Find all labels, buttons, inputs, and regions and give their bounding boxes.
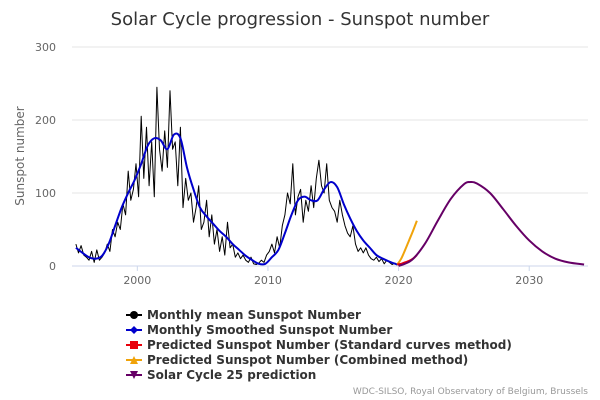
y-axis-ticks: 0 100 200 300: [35, 41, 56, 273]
y-tick-label: 100: [35, 187, 56, 200]
series-line-1[interactable]: [75, 132, 398, 266]
legend-item[interactable]: Monthly Smoothed Sunspot Number: [126, 323, 392, 337]
legend-item[interactable]: Predicted Sunspot Number (Combined metho…: [126, 353, 468, 367]
series-line-3[interactable]: [396, 220, 418, 266]
credits-text[interactable]: WDC-SILSO, Royal Observatory of Belgium,…: [353, 387, 588, 397]
x-tick-label: 2020: [385, 274, 413, 287]
series-lines: [75, 86, 585, 267]
y-tick-label: 0: [49, 260, 56, 273]
chart-title: Solar Cycle progression - Sunspot number: [111, 9, 490, 30]
legend-marker-diamond-icon: [130, 326, 138, 334]
y-tick-label: 300: [35, 41, 56, 54]
legend-item[interactable]: Monthly mean Sunspot Number: [126, 308, 361, 322]
x-tick-label: 2000: [123, 274, 151, 287]
legend-label: Monthly mean Sunspot Number: [147, 308, 361, 322]
x-tick-label: 2010: [254, 274, 282, 287]
legend-marker-circle-icon: [130, 311, 138, 319]
x-tick-label: 2030: [515, 274, 543, 287]
legend-marker-triangle-icon: [130, 356, 138, 364]
x-axis-ticks: 2000 2010 2020 2030: [123, 266, 543, 287]
series-line-4[interactable]: [398, 180, 585, 267]
gridlines: [72, 46, 588, 194]
series-line-0[interactable]: [75, 86, 398, 265]
y-axis-label: Sunspot number: [13, 106, 27, 205]
legend-item[interactable]: Solar Cycle 25 prediction: [126, 368, 316, 382]
legend-marker-square-icon: [130, 341, 138, 349]
legend-label: Predicted Sunspot Number (Standard curve…: [147, 338, 512, 352]
legend-marker-triangle-down-icon: [130, 371, 138, 379]
y-tick-label: 200: [35, 114, 56, 127]
legend-label: Predicted Sunspot Number (Combined metho…: [147, 353, 468, 367]
legend-label: Monthly Smoothed Sunspot Number: [147, 323, 392, 337]
legend-label: Solar Cycle 25 prediction: [147, 368, 316, 382]
legend-item[interactable]: Predicted Sunspot Number (Standard curve…: [126, 338, 512, 352]
